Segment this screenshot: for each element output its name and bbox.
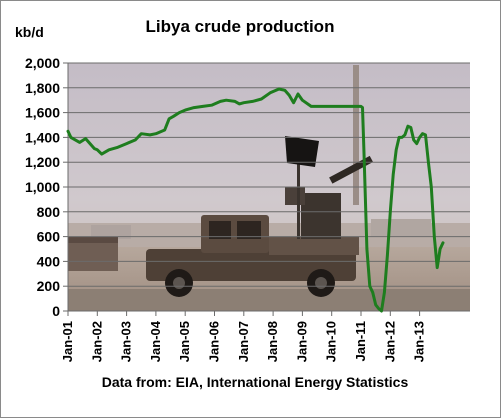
x-tick-label: Jan-10 <box>324 321 339 362</box>
production-line <box>66 87 445 313</box>
y-tick-label: 1,000 <box>25 179 60 195</box>
y-tick-label: 0 <box>52 303 60 319</box>
x-tick-label: Jan-07 <box>236 321 251 362</box>
chart-title: Libya crude production <box>146 17 335 36</box>
y-tick-label: 600 <box>37 229 61 245</box>
series-lines <box>66 87 445 313</box>
x-tick-label: Jan-05 <box>177 321 192 362</box>
y-tick-label: 1,800 <box>25 80 60 96</box>
axes <box>67 63 470 312</box>
x-tick-label: Jan-06 <box>207 321 222 362</box>
background-photo <box>68 63 470 311</box>
source-note: Data from: EIA, International Energy Sta… <box>102 374 409 390</box>
y-tick-label: 2,000 <box>25 55 60 71</box>
y-tick-label: 1,200 <box>25 154 60 170</box>
y-tick-label: 800 <box>37 204 61 220</box>
x-tick-label: Jan-08 <box>265 321 280 362</box>
y-tick-label: 1,400 <box>25 129 60 145</box>
x-axis-ticks: Jan-01 Jan-02 Jan-03 Jan-04 Jan-05 Jan-06 Jan-… <box>60 311 427 362</box>
x-tick-label: Jan-12 <box>382 321 397 362</box>
x-tick-label: Jan-04 <box>148 320 163 362</box>
y-tick-label: 400 <box>37 253 61 269</box>
y-unit-label: kb/d <box>15 24 44 40</box>
x-tick-label: Jan-01 <box>60 321 75 362</box>
y-tick-label: 200 <box>37 278 61 294</box>
x-tick-label: Jan-03 <box>119 321 134 362</box>
x-tick-label: Jan-13 <box>412 321 427 362</box>
gridlines <box>68 62 470 287</box>
y-tick-label: 1,600 <box>25 105 60 121</box>
x-tick-label: Jan-02 <box>89 321 104 362</box>
x-tick-label: Jan-09 <box>294 321 309 362</box>
x-tick-label: Jan-11 <box>353 321 368 361</box>
y-axis-ticks: 0 200 400 600 800 1,000 1,200 1,400 1,600 1,800 2,… <box>25 55 68 319</box>
